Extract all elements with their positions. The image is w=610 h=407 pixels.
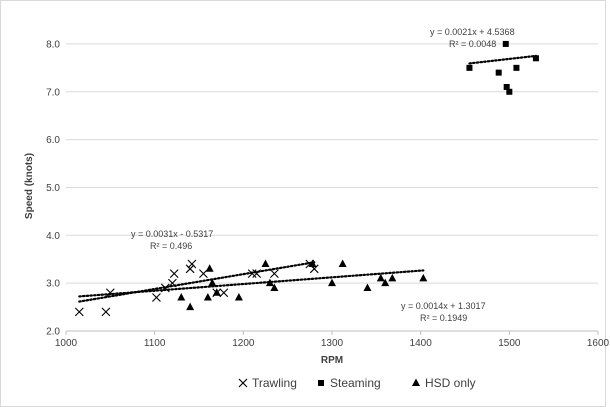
x-tick-label: 1600: [587, 338, 610, 349]
y-axis-label: Speed (knots): [24, 153, 35, 219]
y-tick-label: 8.0: [46, 39, 60, 50]
hsd-only-point: [265, 278, 274, 287]
trawling-point: [152, 293, 161, 302]
hsd-only-point: [261, 259, 270, 268]
data-points: [74, 40, 539, 317]
trawling-point: [219, 288, 229, 298]
trawling-trendline: [78, 261, 316, 303]
hsd-trend-equation: y = 0.0014x + 1.3017: [401, 301, 486, 311]
legend: Trawling Steaming HSD only: [238, 376, 476, 390]
hsd-only-point: [338, 259, 347, 268]
legend-label-steaming: Steaming: [330, 376, 381, 390]
y-tick-label: 4.0: [46, 231, 60, 242]
trawling-point: [168, 278, 177, 288]
steaming-point: [506, 88, 513, 95]
hsd-only-point: [203, 293, 212, 301]
y-tick-label: 2.0: [46, 327, 60, 338]
x-tick-label: 1400: [410, 338, 433, 349]
trendlines: [78, 54, 538, 303]
steaming-point: [532, 55, 539, 62]
y-tick-label: 7.0: [46, 87, 60, 98]
trawling-point: [269, 269, 279, 278]
trawling-point: [101, 307, 111, 317]
trawling-point: [160, 283, 170, 293]
hsd-only-point: [234, 293, 243, 301]
steaming-trend-equation: y = 0.0021x + 4.5368: [430, 27, 515, 37]
steaming-trendline: [468, 54, 538, 65]
hsd-only-point: [419, 273, 428, 282]
hsd-trend-r2: R² = 0.1949: [420, 313, 467, 323]
steaming-point: [495, 69, 502, 76]
steaming-trend-r2: R² = 0.0048: [449, 39, 496, 49]
hsd-only-point: [177, 293, 186, 301]
trawling-point: [252, 269, 262, 278]
trawling-point: [199, 269, 208, 278]
x-tick-label: 1200: [232, 338, 255, 349]
hsd-only-point: [376, 273, 385, 282]
x-tick-label: 1300: [321, 338, 344, 349]
legend-marker-steaming: [318, 380, 324, 386]
legend-item-steaming: Steaming: [318, 376, 381, 390]
trawling-point: [187, 259, 197, 269]
trawling-point: [247, 269, 257, 278]
x-tick-label: 1000: [55, 338, 78, 349]
hsd-only-point: [308, 259, 317, 268]
hsd-only-point: [212, 288, 221, 296]
legend-marker-steaming-glyph: [318, 380, 324, 386]
trawling-trend-r2: R² = 0.496: [150, 241, 192, 251]
hsd-only-point: [205, 264, 214, 272]
x-tick-label: 1100: [144, 338, 166, 349]
hsd-only-point: [363, 283, 372, 291]
legend-marker-hsd-only: [412, 378, 420, 386]
steaming-point: [513, 64, 520, 71]
trawling-point: [185, 264, 195, 274]
trawling-trend-equation: y = 0.0031x - 0.5317: [131, 229, 213, 239]
trawling-point: [74, 307, 84, 317]
steaming-point: [503, 83, 510, 90]
hsd-only-point: [381, 278, 390, 287]
y-tick-label: 6.0: [46, 135, 60, 146]
y-tick-label: 5.0: [46, 183, 60, 194]
trawling-point: [169, 269, 179, 278]
legend-label-trawling: Trawling: [252, 376, 297, 390]
steaming-point: [466, 64, 473, 71]
trawling-point: [105, 288, 115, 298]
steaming-point: [502, 40, 509, 47]
hsd-only-point: [208, 278, 217, 287]
hsd-only-point: [328, 278, 336, 287]
hsd-only-trendline: [78, 269, 425, 298]
legend-marker-trawling-glyph: [238, 378, 248, 388]
legend-label-hsd-only: HSD only: [425, 376, 476, 390]
x-tick-label: 1500: [498, 338, 521, 349]
legend-marker-trawling: [238, 378, 248, 388]
x-axis-label: RPM: [321, 355, 343, 366]
legend-item-hsd-only: HSD only: [412, 376, 476, 390]
hsd-only-point: [270, 283, 279, 291]
hsd-only-point: [388, 273, 397, 282]
legend-item-trawling: Trawling: [238, 376, 297, 390]
axes: 2.0 3.0 4.0 5.0 6.0 7.0 8.0 1000 1100 1200 1300 140…: [46, 39, 609, 349]
hsd-only-point: [186, 302, 195, 311]
trendline-labels: y = 0.0031x - 0.5317 R² = 0.496 y = 0.00…: [131, 27, 515, 323]
legend-marker-hsd-only-glyph: [412, 378, 420, 386]
y-tick-label: 3.0: [46, 279, 60, 290]
